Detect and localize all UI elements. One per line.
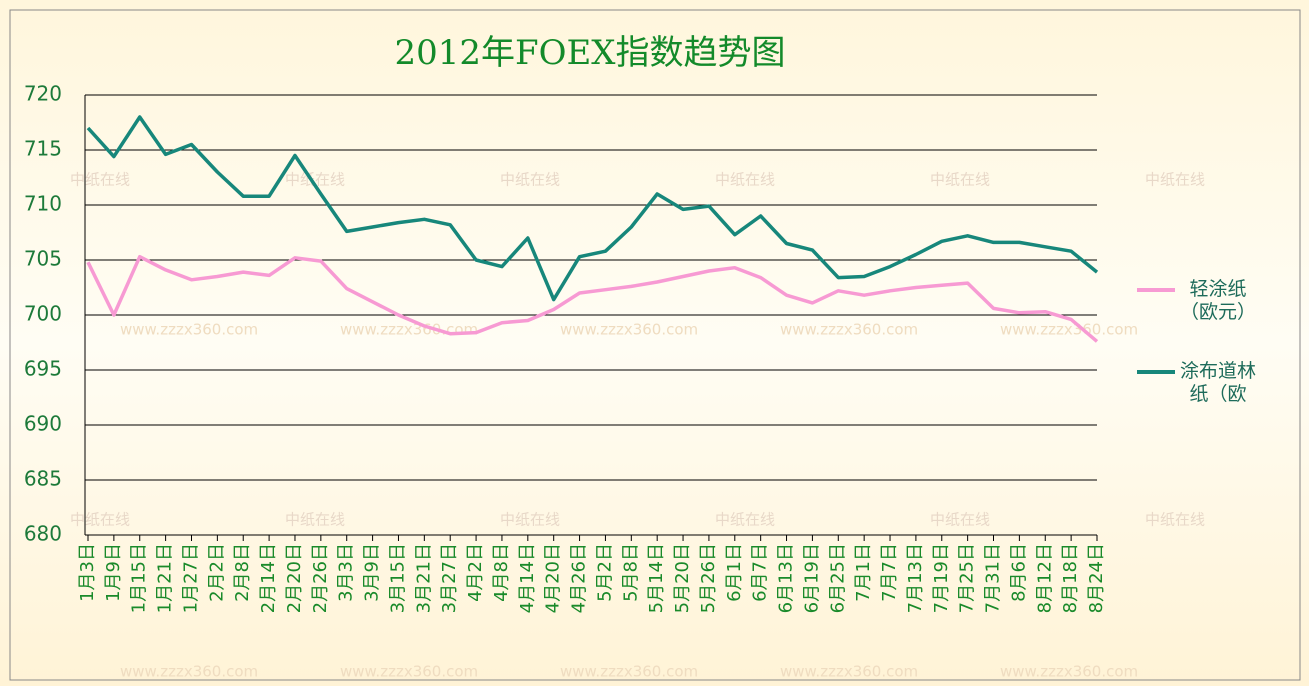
x-tick-label: 2月26日 [310, 543, 331, 613]
x-tick-label: 5月14日 [646, 543, 667, 613]
x-tick-label: 4月20日 [543, 543, 564, 613]
watermark: 中纸在线 [1145, 511, 1205, 529]
watermark: www.zzzx360.com [780, 321, 918, 339]
x-tick-label: 8月12日 [1034, 543, 1055, 613]
watermark: www.zzzx360.com [120, 663, 258, 681]
x-tick-label: 1月15日 [129, 543, 150, 613]
watermark: 中纸在线 [500, 171, 560, 189]
watermark: www.zzzx360.com [1000, 663, 1138, 681]
watermark: www.zzzx360.com [780, 663, 918, 681]
x-tick-label: 4月2日 [465, 543, 486, 602]
watermark: 中纸在线 [715, 511, 775, 529]
y-tick-label: 680 [24, 522, 62, 546]
watermark: www.zzzx360.com [1000, 321, 1138, 339]
watermark: 中纸在线 [715, 171, 775, 189]
y-tick-label: 685 [24, 467, 62, 491]
x-tick-label: 8月6日 [1008, 543, 1029, 602]
series-line [86, 115, 1099, 302]
x-tick-label: 1月27日 [180, 543, 201, 613]
x-tick-label: 5月2日 [594, 543, 615, 602]
y-tick-label: 705 [24, 247, 62, 271]
x-tick-label: 6月7日 [750, 543, 771, 602]
x-tick-label: 7月13日 [905, 543, 926, 613]
legend-label: 涂布道林纸（欧 [1179, 360, 1256, 405]
watermark: www.zzzx360.com [340, 663, 478, 681]
watermark: 中纸在线 [500, 511, 560, 529]
x-tick-label: 3月9日 [362, 543, 383, 602]
watermark: www.zzzx360.com [560, 663, 698, 681]
x-tick-label: 3月15日 [387, 543, 408, 613]
watermark: www.zzzx360.com [120, 321, 258, 339]
x-tick-label: 5月20日 [672, 543, 693, 613]
x-tick-label: 7月1日 [853, 543, 874, 602]
watermark: www.zzzx360.com [560, 321, 698, 339]
x-tick-label: 7月19日 [931, 543, 952, 613]
x-tick-label: 3月21日 [413, 543, 434, 613]
x-tick-label: 7月25日 [957, 543, 978, 613]
x-tick-label: 5月26日 [698, 543, 719, 613]
watermark: 中纸在线 [930, 511, 990, 529]
x-tick-label: 3月3日 [336, 543, 357, 602]
y-tick-label: 710 [24, 192, 62, 216]
watermark: 中纸在线 [285, 511, 345, 529]
frame [9, 9, 1301, 681]
x-tick-label: 6月25日 [827, 543, 848, 613]
y-tick-label: 715 [24, 137, 62, 161]
x-tick-label: 5月8日 [620, 543, 641, 602]
watermark: 中纸在线 [1145, 171, 1205, 189]
watermark: 中纸在线 [930, 171, 990, 189]
x-tick-label: 1月3日 [77, 543, 98, 602]
watermark: 中纸在线 [70, 511, 130, 529]
x-tick-label: 7月31日 [983, 543, 1004, 613]
watermark: 中纸在线 [70, 171, 130, 189]
y-tick-label: 700 [24, 302, 62, 326]
x-tick-label: 2月8日 [232, 543, 253, 602]
x-tick-label: 3月27日 [439, 543, 460, 613]
y-tick-label: 690 [24, 412, 62, 436]
y-tick-label: 720 [24, 82, 62, 106]
legend-label: 轻涂纸（欧元） [1179, 278, 1256, 323]
x-tick-label: 6月19日 [801, 543, 822, 613]
watermark: www.zzzx360.com [340, 321, 478, 339]
series-line [86, 254, 1099, 343]
x-tick-label: 4月8日 [491, 543, 512, 602]
x-tick-label: 6月1日 [724, 543, 745, 602]
x-tick-label: 1月9日 [103, 543, 124, 602]
x-tick-label: 6月13日 [776, 543, 797, 613]
x-tick-label: 2月2日 [206, 543, 227, 602]
x-tick-label: 2月14日 [258, 543, 279, 613]
watermark: 中纸在线 [285, 171, 345, 189]
x-tick-label: 8月18日 [1060, 543, 1081, 613]
x-tick-label: 8月24日 [1086, 543, 1107, 613]
x-tick-label: 7月7日 [879, 543, 900, 602]
chart-title: 2012年FOEX指数趋势图 [394, 33, 785, 73]
x-tick-label: 1月21日 [155, 543, 176, 613]
y-tick-label: 695 [24, 357, 62, 381]
x-tick-label: 4月14日 [517, 543, 538, 613]
x-tick-label: 4月26日 [569, 543, 590, 613]
x-tick-label: 2月20日 [284, 543, 305, 613]
